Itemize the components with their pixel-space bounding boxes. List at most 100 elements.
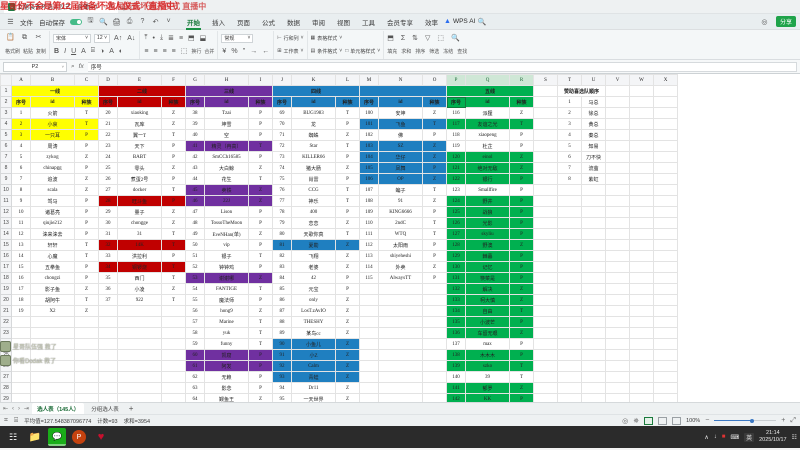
- cell-L3[interactable]: T: [335, 107, 360, 119]
- empty-cell[interactable]: [581, 393, 606, 402]
- cell-E7[interactable]: BABT: [117, 151, 162, 163]
- empty-cell[interactable]: [653, 118, 678, 130]
- cell-F6[interactable]: P: [161, 140, 186, 152]
- cell-E18[interactable]: 西门: [117, 272, 162, 284]
- cell-B19[interactable]: 影子鱼: [30, 283, 75, 295]
- empty-cell[interactable]: [557, 360, 582, 372]
- empty-cell[interactable]: [557, 316, 582, 328]
- cell-E22[interactable]: [117, 316, 162, 328]
- empty-cell[interactable]: [653, 360, 678, 372]
- empty-cell[interactable]: [653, 184, 678, 196]
- cell-A8[interactable]: 6: [11, 162, 31, 174]
- empty-cell[interactable]: [557, 195, 582, 207]
- cell-C28[interactable]: [74, 382, 99, 394]
- cell-C29[interactable]: [74, 393, 99, 402]
- cell-P28[interactable]: 141: [446, 382, 466, 394]
- table-style-button[interactable]: ▦ 表格样式 ˅: [311, 35, 343, 42]
- cell-B18[interactable]: chongzi: [30, 272, 75, 284]
- cell-N5[interactable]: 佛: [378, 129, 423, 141]
- cell-E27[interactable]: [117, 371, 162, 383]
- cell-E28[interactable]: [117, 382, 162, 394]
- cell-K5[interactable]: 蜘蛛: [291, 129, 336, 141]
- cell-M25[interactable]: [359, 349, 379, 361]
- row-header-9[interactable]: 9: [0, 173, 12, 185]
- empty-cell[interactable]: [629, 173, 654, 185]
- cell-J28[interactable]: 94: [272, 382, 292, 394]
- tab-view[interactable]: 视图: [337, 19, 350, 27]
- cell-O9[interactable]: Z: [422, 173, 447, 185]
- cell-E21[interactable]: [117, 305, 162, 317]
- cell-Q12[interactable]: 战狼: [465, 206, 510, 218]
- cell-H29[interactable]: 鳗鱼王: [204, 393, 249, 402]
- empty-cell[interactable]: [533, 382, 558, 394]
- cell-J12[interactable]: 78: [272, 206, 292, 218]
- cell-G7[interactable]: 42: [185, 151, 205, 163]
- cell-O11[interactable]: Z: [422, 195, 447, 207]
- empty-cell[interactable]: [533, 140, 558, 152]
- cell-A28[interactable]: [11, 382, 31, 394]
- empty-cell[interactable]: [605, 272, 630, 284]
- cell-D6[interactable]: 23: [98, 140, 118, 152]
- empty-cell[interactable]: [629, 349, 654, 361]
- cell-B27[interactable]: [30, 371, 75, 383]
- empty-cell[interactable]: [533, 283, 558, 295]
- column-header-I[interactable]: I: [248, 74, 273, 86]
- cell-M28[interactable]: [359, 382, 379, 394]
- empty-cell[interactable]: [653, 85, 678, 97]
- empty-cell[interactable]: [533, 371, 558, 383]
- empty-cell[interactable]: [557, 327, 582, 339]
- merge-cells-icon[interactable]: ⬓: [199, 35, 207, 42]
- cell-B16[interactable]: 心魔: [30, 250, 75, 262]
- cell-F9[interactable]: P: [161, 173, 186, 185]
- cell-E15[interactable]: 14K: [117, 239, 162, 251]
- cell-P3[interactable]: 116: [446, 107, 466, 119]
- cell-E16[interactable]: 洪拉利: [117, 250, 162, 262]
- cell-I4[interactable]: P: [248, 118, 273, 130]
- normal-view-button[interactable]: [644, 416, 654, 425]
- cell-B20[interactable]: 胡阿牛: [30, 294, 75, 306]
- cell-E8[interactable]: 零头: [117, 162, 162, 174]
- cell-K4[interactable]: 龙: [291, 118, 336, 130]
- cell-D28[interactable]: [98, 382, 118, 394]
- sheet-tab-group[interactable]: 分组选人表: [91, 406, 119, 413]
- empty-cell[interactable]: [653, 228, 678, 240]
- cell-I17[interactable]: P: [248, 261, 273, 273]
- cell-J17[interactable]: 83: [272, 261, 292, 273]
- cell-R17[interactable]: P: [509, 261, 534, 273]
- cell-Q28[interactable]: 郁罗: [465, 382, 510, 394]
- cell-J8[interactable]: 74: [272, 162, 292, 174]
- empty-cell[interactable]: [533, 228, 558, 240]
- empty-cell[interactable]: [653, 393, 678, 402]
- tray-app-icon[interactable]: ■: [721, 434, 726, 440]
- cell-Q26[interactable]: szko: [465, 360, 510, 372]
- cell-C11[interactable]: P: [74, 195, 99, 207]
- cell-L17[interactable]: Z: [335, 261, 360, 273]
- cell-N29[interactable]: [378, 393, 423, 402]
- cell-O25[interactable]: [422, 349, 447, 361]
- cell-A16[interactable]: 14: [11, 250, 31, 262]
- cell-N8[interactable]: 凤舞: [378, 162, 423, 174]
- cell-B3[interactable]: 火箭: [30, 107, 75, 119]
- cell-D24[interactable]: [98, 338, 118, 350]
- cell-P5[interactable]: 118: [446, 129, 466, 141]
- row-header-15[interactable]: 15: [0, 239, 12, 251]
- cell-G6[interactable]: 41: [185, 140, 205, 152]
- cell-D7[interactable]: 24: [98, 151, 118, 163]
- cell-L20[interactable]: Z: [335, 294, 360, 306]
- cell-D27[interactable]: [98, 371, 118, 383]
- cell-M16[interactable]: 113: [359, 250, 379, 262]
- cell-Q17[interactable]: 记忆: [465, 261, 510, 273]
- subheader-N[interactable]: id: [378, 96, 423, 108]
- row-header-12[interactable]: 12: [0, 206, 12, 218]
- cell-J27[interactable]: 93: [272, 371, 292, 383]
- cell-L19[interactable]: P: [335, 283, 360, 295]
- cell-P19[interactable]: 132: [446, 283, 466, 295]
- cell-N24[interactable]: [378, 338, 423, 350]
- cell-E3[interactable]: xiaoking: [117, 107, 162, 119]
- cell-L28[interactable]: Z: [335, 382, 360, 394]
- zoom-out-button[interactable]: −: [705, 417, 710, 424]
- cell-L14[interactable]: T: [335, 228, 360, 240]
- cell-L12[interactable]: P: [335, 206, 360, 218]
- empty-cell[interactable]: [533, 393, 558, 402]
- row-header-23[interactable]: 23: [0, 327, 12, 339]
